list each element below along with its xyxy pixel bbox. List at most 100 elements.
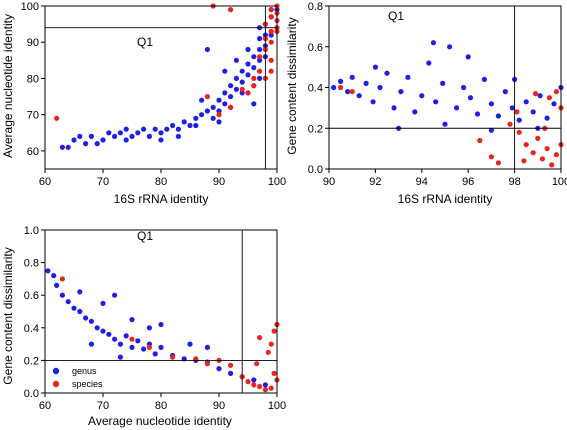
point-genus [45,268,51,274]
point-genus [216,119,222,125]
point-species [488,154,494,160]
point-genus [135,130,141,136]
point-genus [251,101,257,107]
x-tick-label: 100 [552,176,567,188]
x-tick-label: 60 [39,400,51,412]
point-genus [461,84,467,91]
point-genus [447,44,453,50]
point-genus [233,75,239,81]
y-tick-label: 80 [27,73,39,85]
point-genus [199,112,205,118]
legend-genus-label: genus [72,366,97,376]
point-genus [551,101,557,107]
point-genus [430,40,436,46]
y-tick-label: 100 [21,1,39,13]
point-species [268,39,274,45]
point-species [521,158,527,164]
point-genus [77,133,83,139]
point-species [54,115,60,121]
point-genus [210,104,216,110]
point-species [549,162,555,168]
point-genus [88,133,94,139]
point-species [349,89,355,95]
point-genus [426,60,432,66]
point-genus [442,121,448,127]
point-genus [123,333,129,339]
point-species [553,89,560,95]
point-genus [370,99,376,105]
y-axis-label: Gene content dissimilarity [1,247,15,384]
panel-dissimilarity-vs-ani: Average nucleotide identity Gene content… [1,225,286,428]
point-species [216,112,222,118]
point-species [268,385,274,391]
point-species [507,121,513,127]
point-genus [117,130,123,136]
legend-genus-marker [52,367,60,375]
x-tick-label: 90 [213,400,225,412]
point-genus [216,366,222,372]
point-species [204,361,210,367]
point-species [245,90,251,96]
point-species [514,109,520,115]
point-genus [158,321,164,328]
point-species [257,68,263,74]
point-species [530,150,536,156]
point-genus [239,79,245,85]
point-species [262,387,268,393]
point-species [204,94,210,100]
point-genus [474,111,481,117]
point-genus [481,76,487,82]
point-genus [158,344,164,350]
x-tick-label: 96 [462,176,474,188]
point-species [254,361,260,367]
x-tick-label: 100 [268,176,286,188]
point-genus [345,89,351,95]
point-genus [204,46,210,53]
point-species [338,84,344,91]
point-genus [268,32,274,38]
x-tick-label: 92 [369,176,381,188]
point-genus [175,126,181,132]
point-genus [187,122,193,129]
point-genus [123,137,129,143]
point-genus [356,93,362,99]
y-tick-label: 0.8 [308,1,323,13]
point-species [257,54,263,60]
point-genus [135,338,141,344]
point-genus [170,122,176,129]
points [54,3,280,150]
y-tick-label: 0.6 [308,42,323,54]
point-genus [523,99,529,105]
panel-dissimilarity-vs-16s: 16S rRNA identity Gene content dissimila… [285,1,567,206]
point-genus [54,282,60,288]
point-genus [100,137,106,143]
point-genus [245,61,251,67]
point-species [257,383,263,390]
x-tick-label: 70 [97,176,109,188]
x-tick-label: 98 [508,176,520,188]
point-species [129,336,135,342]
point-genus [398,89,404,95]
point-genus [83,315,89,321]
point-genus [502,89,508,95]
x-axis-label: Average nucleotide identity [88,414,232,428]
point-genus [193,122,199,129]
point-species [146,344,152,350]
point-genus [152,126,158,132]
point-genus [164,126,170,132]
y-tick-label: 0.8 [24,258,39,270]
y-tick-label: 0.0 [308,164,323,176]
y-tick-label: 1.0 [24,225,39,237]
point-genus [233,86,239,92]
y-tick-label: 0.2 [24,355,39,367]
panel-ani-vs-16s: 16S rRNA identity Average nucleotide ide… [1,1,286,206]
point-species [251,382,257,388]
point-genus [488,127,494,133]
legend: genus species [52,366,103,389]
point-genus [433,99,439,105]
point-genus [59,144,65,150]
point-genus [158,130,164,136]
point-genus [204,108,210,114]
point-species [553,152,560,158]
